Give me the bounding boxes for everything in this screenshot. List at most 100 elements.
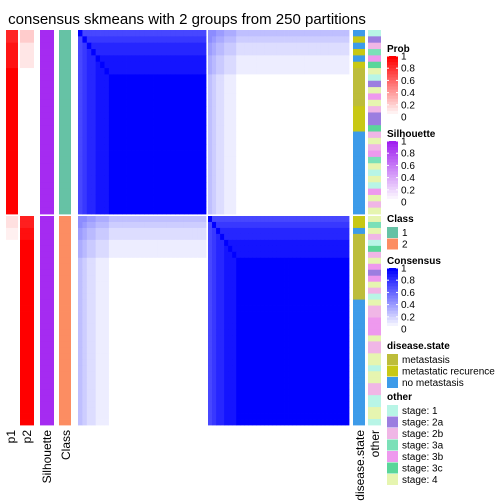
consensus-cell: [78, 269, 83, 277]
class-cell: [59, 80, 71, 88]
consensus-cell: [300, 401, 306, 408]
consensus-cell: [304, 194, 310, 202]
consensus-cell: [113, 68, 119, 75]
consensus-cell: [308, 118, 314, 126]
consensus-cell: [175, 216, 180, 223]
consensus-cell: [288, 49, 293, 56]
consensus-cell: [292, 401, 298, 408]
consensus-cell: [252, 188, 257, 196]
consensus-cell: [240, 194, 245, 202]
other-cell: [368, 125, 381, 132]
consensus-cell: [312, 163, 318, 170]
consensus-cell: [208, 207, 213, 215]
consensus-cell: [268, 233, 273, 241]
consensus-cell: [236, 395, 241, 402]
consensus-cell: [100, 112, 105, 120]
consensus-cell: [304, 207, 310, 215]
consensus-cell: [344, 194, 350, 202]
silhouette-cell: [40, 395, 54, 402]
consensus-cell: [320, 74, 326, 82]
consensus-cell: [113, 281, 119, 289]
consensus-cell: [126, 359, 132, 366]
consensus-cell: [170, 131, 176, 139]
consensus-cell: [157, 194, 163, 202]
consensus-cell: [228, 395, 233, 402]
prob-tick-label: 0.6: [401, 76, 415, 87]
consensus-cell: [252, 347, 257, 354]
consensus-cell: [91, 251, 97, 259]
consensus-cell: [166, 112, 172, 120]
other-legend-swatch: [387, 474, 398, 485]
consensus-cell: [130, 30, 136, 37]
consensus-cell: [308, 269, 314, 277]
consensus-cell: [192, 30, 198, 37]
consensus-cell: [228, 281, 233, 289]
consensus-cell: [212, 407, 217, 414]
consensus-cell: [91, 201, 97, 209]
consensus-cell: [148, 74, 154, 82]
class-cell: [59, 216, 71, 223]
consensus-cell: [296, 413, 302, 420]
consensus-cell: [179, 365, 185, 372]
consensus-cell: [332, 263, 338, 271]
consensus-cell: [166, 137, 172, 145]
consensus-cell: [320, 194, 326, 202]
consensus-cell: [272, 30, 277, 37]
silhouette-cell: [40, 323, 54, 330]
consensus-cell: [236, 263, 241, 271]
consensus-cell: [170, 216, 176, 223]
consensus-cell: [86, 118, 92, 126]
consensus-cell: [161, 169, 167, 177]
consensus-cell: [304, 227, 310, 235]
consensus-cell: [212, 112, 217, 120]
consensus-cell: [100, 156, 105, 164]
consensus-cell: [328, 377, 334, 384]
consensus-cell: [201, 365, 207, 372]
class-cell: [59, 182, 71, 190]
p1-cell: [6, 335, 18, 342]
consensus-cell: [161, 305, 167, 312]
consensus-cell: [161, 359, 167, 366]
consensus-cell: [166, 305, 172, 312]
p2-cell: [20, 395, 34, 402]
consensus-cell: [320, 377, 326, 384]
consensus-cell: [126, 74, 132, 82]
consensus-cell: [316, 317, 322, 324]
consensus-cell: [170, 194, 176, 202]
consensus-cell: [300, 407, 306, 414]
consensus-cell: [144, 99, 150, 107]
consensus-cell: [157, 99, 163, 107]
consensus-cell: [256, 293, 261, 300]
consensus-cell: [264, 359, 269, 366]
disease-state-cell: [353, 401, 365, 408]
consensus-cell: [86, 407, 92, 414]
consensus-cell: [292, 359, 298, 366]
consensus-cell: [166, 188, 172, 196]
consensus-cell: [276, 61, 281, 69]
prob-gradient-step: [387, 74, 398, 78]
consensus-cell: [117, 275, 123, 283]
consensus-cell: [126, 263, 132, 271]
consensus-cell: [108, 42, 114, 50]
consensus-cell: [288, 383, 293, 390]
consensus-cell: [197, 251, 202, 259]
consensus-cell: [95, 227, 101, 235]
consensus-cell: [144, 305, 150, 312]
consensus-cell: [126, 389, 132, 396]
consensus-cell: [91, 353, 97, 360]
consensus-cell: [320, 239, 326, 247]
consensus-cell: [324, 182, 330, 190]
consensus-cell: [130, 131, 136, 139]
consensus-cell: [328, 335, 334, 342]
consensus-cell: [252, 413, 257, 420]
consensus-cell: [144, 407, 150, 414]
other-cell: [368, 353, 381, 360]
consensus-cell: [328, 407, 334, 414]
consensus-cell: [108, 329, 114, 336]
consensus-cell: [344, 389, 350, 396]
consensus-cell: [240, 169, 245, 177]
consensus-cell: [220, 323, 225, 330]
consensus-cell: [126, 365, 132, 372]
consensus-cell: [179, 371, 185, 378]
consensus-cell: [264, 305, 269, 312]
